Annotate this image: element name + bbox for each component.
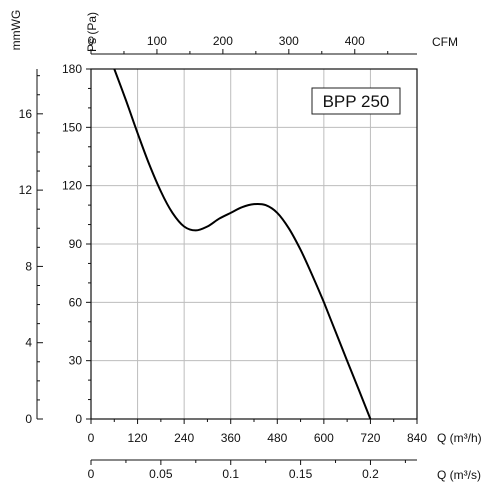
cfm-tick-label: 100 (147, 34, 167, 48)
mmwg-tick-label: 8 (25, 259, 32, 273)
y-tick-label: 90 (69, 237, 83, 251)
m3s-tick-label: 0.2 (362, 467, 379, 481)
chart-title-box: BPP 250 (311, 87, 401, 115)
axes: 0 30 60 90 120 150 180 0 4 8 12 16 0 120 240 360 480 600 7… (19, 34, 428, 481)
cfm-tick-label: 400 (345, 34, 365, 48)
x-tick-label: 120 (128, 431, 148, 445)
x-tick-label: 240 (174, 431, 194, 445)
mmwg-tick-label: 12 (19, 183, 33, 197)
m3s-tick-label: 0 (88, 467, 95, 481)
x-axis-label-cfm: CFM (432, 35, 458, 49)
x-tick-label: 0 (88, 431, 95, 445)
x-tick-label: 600 (314, 431, 334, 445)
x-tick-label: 840 (407, 431, 427, 445)
y-tick-label: 30 (69, 354, 83, 368)
y-axis-label-mmwg: mmWG (9, 10, 23, 51)
series-layer (113, 68, 372, 420)
x-tick-label: 480 (267, 431, 287, 445)
mmwg-tick-label: 4 (25, 336, 32, 350)
cfm-tick-label: 0 (88, 34, 95, 48)
grid-lines (91, 69, 417, 419)
y-tick-label: 60 (69, 295, 83, 309)
cfm-tick-label: 300 (279, 34, 299, 48)
cfm-tick-label: 200 (213, 34, 233, 48)
m3s-tick-label: 0.15 (289, 467, 313, 481)
mmwg-tick-label: 0 (25, 412, 32, 426)
mmwg-tick-label: 16 (19, 107, 33, 121)
y-tick-label: 180 (62, 62, 82, 76)
axis-labels: Ps (Pa) mmWG CFM Q (m³/h) Q (m³/s) (9, 10, 482, 482)
y-tick-label: 0 (75, 412, 82, 426)
y-tick-label: 120 (62, 179, 82, 193)
y-axis-label-pa: Ps (Pa) (85, 12, 99, 52)
x-axis-label-m3s: Q (m³/s) (437, 468, 481, 482)
x-tick-label: 720 (360, 431, 380, 445)
y-tick-label: 150 (62, 120, 82, 134)
performance-curve (113, 68, 372, 420)
x-tick-label: 360 (221, 431, 241, 445)
m3s-tick-label: 0.1 (222, 467, 239, 481)
m3s-tick-label: 0.05 (149, 467, 173, 481)
chart-title: BPP 250 (323, 92, 390, 111)
x-axis-label-m3h: Q (m³/h) (437, 431, 482, 445)
